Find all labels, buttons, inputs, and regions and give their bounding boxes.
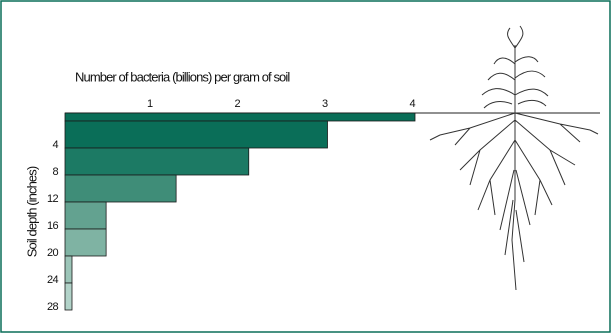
plant-illustration xyxy=(429,25,599,291)
bar xyxy=(64,174,177,203)
bar xyxy=(64,112,416,122)
y-tick-label: 4 xyxy=(52,139,58,151)
y-tick-label: 12 xyxy=(47,193,59,205)
y-tick-label: 20 xyxy=(47,247,59,259)
y-axis-title: Soil depth (inches) xyxy=(24,166,39,257)
y-tick-label: 28 xyxy=(47,301,59,313)
bar xyxy=(64,147,250,176)
x-tick-label: 2 xyxy=(234,98,240,110)
x-tick-label: 1 xyxy=(147,98,153,110)
bar xyxy=(64,201,107,230)
bar xyxy=(64,120,328,149)
bar xyxy=(64,255,73,284)
x-tick-label: 4 xyxy=(409,98,415,110)
y-tick-label: 16 xyxy=(47,220,59,232)
bar xyxy=(64,228,107,257)
x-tick-label: 3 xyxy=(322,98,328,110)
bar xyxy=(64,282,73,311)
y-tick-label: 8 xyxy=(52,166,58,178)
y-tick-label: 24 xyxy=(47,274,59,286)
chart-title: Number of bacteria (billions) per gram o… xyxy=(75,69,290,84)
